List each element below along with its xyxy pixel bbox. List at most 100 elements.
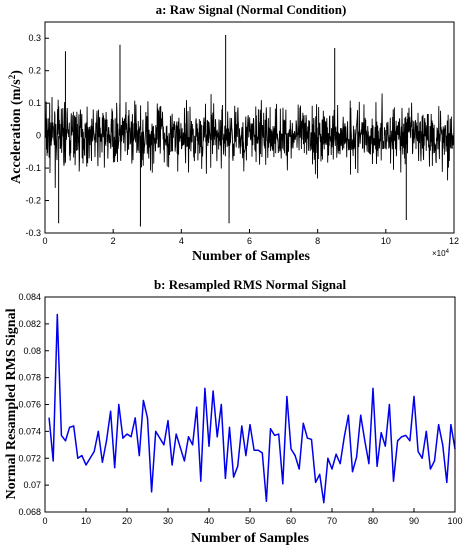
chart-b-data-point xyxy=(220,403,222,406)
chart-b-data-point xyxy=(212,390,214,392)
chart-b-data-point xyxy=(171,464,173,466)
chart-b-x-tick-label: 20 xyxy=(122,516,132,526)
chart-b-data-point xyxy=(417,450,419,453)
chart-b-y-tick-label: 0.08 xyxy=(23,346,41,356)
chart-b-data-point xyxy=(298,468,300,470)
chart-b-x-tick-label: 40 xyxy=(204,516,214,526)
chart-b-data-point xyxy=(278,433,280,435)
chart-b-x-tick-label: 100 xyxy=(447,516,462,526)
chart-b-x-tick-label: 0 xyxy=(42,516,47,526)
chart-b-data-point xyxy=(429,468,431,470)
chart-b-data-point xyxy=(126,433,128,435)
chart-b-y-ticks: 0.068 0.07 0.072 0.074 0.076 0.078 0.08 0.082 0.… xyxy=(18,292,49,517)
chart-b-data-point xyxy=(146,417,149,419)
chart-a-x-tick-label: 12 xyxy=(449,236,459,246)
chart-b-x-tick-label: 30 xyxy=(163,516,173,526)
chart-b-data-point xyxy=(249,424,251,426)
chart-b-data-point xyxy=(257,449,259,451)
chart-b-data-point xyxy=(175,433,177,435)
chart-b-data-point xyxy=(438,424,440,426)
chart-b-series-line xyxy=(48,313,456,504)
chart-b-data-point xyxy=(151,491,153,493)
chart-b-data-point xyxy=(364,440,366,442)
chart-b-data-point xyxy=(93,450,95,453)
chart-b-x-tick-label: 70 xyxy=(327,516,337,526)
chart-b-data-point xyxy=(405,434,407,437)
chart-b-data-point xyxy=(122,437,124,439)
chart-b-data-point xyxy=(138,454,140,457)
chart-a-y-ticks: -0.3 -0.2 -0.1 0 0.1 0.2 0.3 xyxy=(25,33,49,238)
chart-b-data-point xyxy=(347,414,349,416)
chart-b-data-point xyxy=(446,481,448,484)
chart-b-y-axis-label: Normal Resampled RMS Signal xyxy=(4,308,19,499)
chart-a-x-tick-label: 6 xyxy=(247,236,252,246)
chart-b-data-point xyxy=(265,500,267,502)
chart-b-data-point xyxy=(159,437,161,439)
chart-b-data-point xyxy=(331,468,333,470)
chart-b-data-point xyxy=(306,437,308,439)
chart-b-plot-area xyxy=(48,313,456,504)
chart-b-data-point xyxy=(89,457,91,459)
chart-a-series-line xyxy=(44,93,455,188)
chart-b-data-point xyxy=(392,480,395,482)
chart-b-data-point xyxy=(73,425,75,427)
chart-b-title: b: Resampled RMS Normal Signal xyxy=(154,277,347,292)
chart-b-data-point xyxy=(286,395,288,398)
chart-b-data-point xyxy=(376,465,378,467)
chart-b-data-point xyxy=(183,460,185,462)
chart-b-data-point xyxy=(216,436,218,438)
chart-b-data-point xyxy=(425,430,427,432)
chart-b-y-tick-label: 0.076 xyxy=(18,400,41,410)
chart-b-data-point xyxy=(442,444,444,446)
chart-b-y-tick-label: 0.074 xyxy=(18,426,41,436)
chart-b-data-point xyxy=(343,436,345,438)
chart-b-data-point xyxy=(323,501,325,504)
chart-b-x-tick-label: 50 xyxy=(245,516,255,526)
chart-b-data-point xyxy=(130,436,132,438)
chart-b-data-point xyxy=(52,460,54,462)
chart-b-data-point xyxy=(351,471,354,473)
chart-b-y-tick-label: 0.07 xyxy=(23,480,41,490)
chart-a: a: Raw Signal (Normal Condition) 0 2 4 6 8 10… xyxy=(7,2,459,264)
chart-a-y-tick-label: -0.3 xyxy=(25,228,41,238)
chart-b-data-point xyxy=(60,434,63,437)
chart-a-x-tick-label: 2 xyxy=(111,236,116,246)
chart-b-data-point xyxy=(134,417,136,419)
chart-b-data-point xyxy=(269,428,272,430)
chart-b-data-point xyxy=(105,440,108,442)
chart-b-x-tick-label: 60 xyxy=(286,516,296,526)
chart-b-y-tick-label: 0.084 xyxy=(18,292,41,302)
chart-a-y-axis-label: Acceleration (m/s2) xyxy=(7,70,24,184)
chart-b-x-tick-label: 90 xyxy=(409,516,419,526)
chart-b: b: Resampled RMS Normal Signal 0 10 20 30 40… xyxy=(4,277,463,546)
chart-b-data-point xyxy=(315,481,317,484)
chart-b-data-point xyxy=(413,395,415,398)
chart-a-x-ticks: 0 2 4 6 8 10 12 xyxy=(42,229,459,246)
chart-b-data-point xyxy=(380,432,382,434)
chart-b-x-tick-label: 10 xyxy=(81,516,91,526)
chart-b-data-point xyxy=(233,476,235,478)
chart-b-data-point xyxy=(368,463,370,465)
chart-b-x-axis-label: Number of Samples xyxy=(191,531,310,546)
chart-b-data-point xyxy=(118,403,120,406)
chart-b-data-point xyxy=(401,436,403,438)
chart-b-data-point xyxy=(241,425,243,427)
chart-a-x-multiplier: ×104 xyxy=(432,249,450,258)
chart-b-data-point xyxy=(335,453,337,455)
chart-b-data-point xyxy=(69,426,71,428)
chart-b-data-point xyxy=(433,460,436,462)
chart-b-data-point xyxy=(388,403,390,406)
chart-b-data-point xyxy=(110,410,112,412)
chart-b-data-point xyxy=(409,440,411,442)
chart-a-y-tick-label: 0.2 xyxy=(28,66,41,76)
chart-b-data-point xyxy=(97,430,99,432)
chart-a-y-tick-label: -0.1 xyxy=(25,163,41,173)
chart-b-x-tick-label: 80 xyxy=(368,516,378,526)
chart-b-data-point xyxy=(228,426,231,428)
chart-b-data-point xyxy=(64,440,67,442)
chart-a-title: a: Raw Signal (Normal Condition) xyxy=(156,2,347,17)
chart-a-y-tick-label: -0.2 xyxy=(25,196,41,206)
chart-b-data-point xyxy=(339,463,341,465)
chart-b-data-point xyxy=(261,452,263,454)
chart-b-data-point xyxy=(384,445,386,447)
